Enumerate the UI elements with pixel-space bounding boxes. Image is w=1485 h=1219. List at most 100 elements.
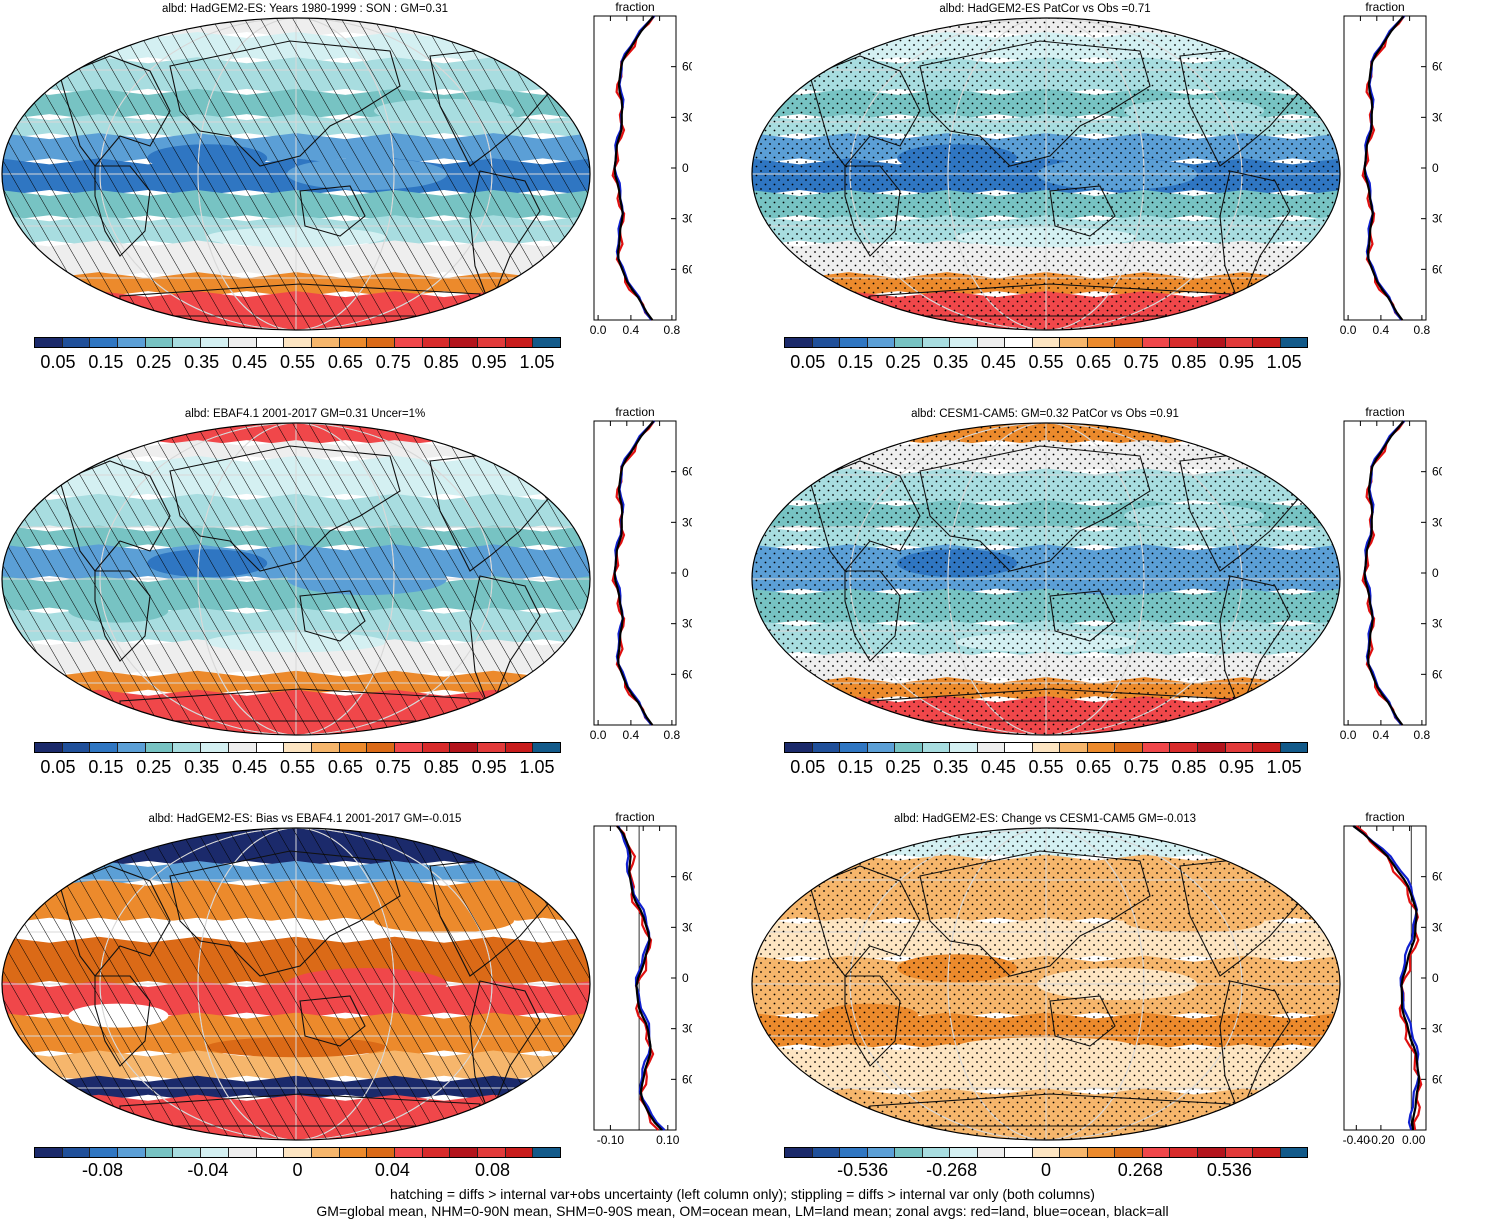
colorbar-swatch	[1115, 1148, 1143, 1157]
colorbar-swatch	[312, 1148, 340, 1157]
colorbar-swatch	[1281, 338, 1308, 347]
colorbar-tick-label: -0.08	[82, 1160, 123, 1181]
colorbar-swatch	[340, 743, 368, 752]
colorbar-swatch	[785, 1148, 813, 1157]
colorbar-tick-label: 0.05	[40, 757, 75, 778]
colorbar-tick-label: 0.05	[790, 757, 825, 778]
map-panel-2	[750, 16, 1342, 332]
zonal-lat-label: 0	[682, 161, 689, 175]
panel-title-4: albd: CESM1-CAM5: GM=0.32 PatCor vs Obs …	[750, 408, 1340, 420]
footer-line-1: hatching = diffs > internal var+obs unce…	[0, 1186, 1485, 1202]
colorbar-tick-label: 0	[1041, 1160, 1051, 1181]
zonal-plot-4: fraction60N30N030S60S0.00.40.8	[1332, 405, 1442, 755]
colorbar-swatch	[367, 1148, 395, 1157]
colorbar-tick-label: 0.25	[886, 352, 921, 373]
colorbar-swatch	[868, 1148, 896, 1157]
zonal-lat-label: 30S	[682, 1022, 692, 1036]
colorbar-swatch	[257, 743, 285, 752]
colorbar-swatch	[63, 1148, 91, 1157]
panel-title-1: albd: HadGEM2-ES: Years 1980-1999 : SON …	[20, 3, 590, 15]
zonal-plot-5: fraction60N30N030S60S-0.100.10	[582, 810, 692, 1160]
colorbar-swatch	[173, 338, 201, 347]
colorbar-swatch	[506, 338, 534, 347]
colorbar-tick-label: 0.75	[376, 757, 411, 778]
colorbar-tick-label: 0.25	[136, 352, 171, 373]
colorbar-tick-label: 0.35	[184, 352, 219, 373]
colorbar-1	[34, 337, 561, 348]
colorbar-swatch	[1005, 743, 1033, 752]
colorbar-swatch	[146, 1148, 174, 1157]
zonal-lat-label: 60N	[682, 465, 692, 479]
colorbar-swatch	[868, 338, 896, 347]
colorbar-swatch	[1226, 743, 1254, 752]
colorbar-tick-label: 1.05	[520, 352, 555, 373]
colorbar-tick-label: 0.85	[424, 352, 459, 373]
colorbar-swatch	[950, 1148, 978, 1157]
colorbar-swatch	[1088, 1148, 1116, 1157]
zonal-lat-label: 30S	[682, 617, 692, 631]
zonal-x-label: 0.00	[1402, 1133, 1426, 1147]
colorbar-swatch	[423, 338, 451, 347]
colorbar-swatch	[1143, 743, 1171, 752]
colorbar-2	[784, 337, 1308, 348]
colorbar-swatch	[146, 338, 174, 347]
colorbar-swatch	[1198, 743, 1226, 752]
colorbar-swatch	[1253, 1148, 1281, 1157]
colorbar-swatch	[1143, 338, 1171, 347]
zonal-x-label: -0.20	[1367, 1133, 1395, 1147]
zonal-lat-label: 60S	[682, 262, 692, 276]
colorbar-swatch	[506, 1148, 534, 1157]
colorbar-swatch	[63, 743, 91, 752]
colorbar-tick-label: 0.65	[1076, 757, 1111, 778]
colorbar-swatch	[450, 1148, 478, 1157]
zonal-x-label: 0.8	[664, 728, 681, 742]
colorbar-swatch	[1143, 1148, 1171, 1157]
zonal-axis-label: fraction	[615, 405, 654, 419]
zonal-plot-3: fraction60N30N030S60S0.00.40.8	[582, 405, 692, 755]
zonal-x-label: 0.0	[590, 728, 607, 742]
colorbar-swatch	[229, 1148, 257, 1157]
colorbar-tick-label: 0.25	[136, 757, 171, 778]
colorbar-swatch	[118, 743, 146, 752]
colorbar-swatch	[1226, 1148, 1254, 1157]
zonal-lat-label: 30S	[682, 212, 692, 226]
colorbar-tick-label: 0.45	[981, 352, 1016, 373]
colorbar-swatch	[1033, 338, 1061, 347]
colorbar-tick-label: 0.536	[1207, 1160, 1252, 1181]
zonal-lat-label: 60N	[682, 60, 692, 74]
zonal-x-label: -0.40	[1343, 1133, 1371, 1147]
colorbar-swatch	[1253, 338, 1281, 347]
colorbar-swatch	[395, 1148, 423, 1157]
zonal-axis-label: fraction	[615, 810, 654, 824]
colorbar-swatch	[367, 338, 395, 347]
colorbar-tick-label: 0.65	[328, 757, 363, 778]
colorbar-tick-label: 0.45	[981, 757, 1016, 778]
colorbar-swatch	[118, 338, 146, 347]
colorbar-swatch	[312, 743, 340, 752]
colorbar-swatch	[284, 338, 312, 347]
colorbar-tick-label: 0	[292, 1160, 302, 1181]
colorbar-swatch	[118, 1148, 146, 1157]
map-panel-3	[0, 421, 592, 737]
colorbar-4	[784, 742, 1308, 753]
colorbar-tick-label: 0.05	[40, 352, 75, 373]
colorbar-tick-label: 0.08	[475, 1160, 510, 1181]
colorbar-swatch	[478, 743, 506, 752]
colorbar-tick-label: -0.268	[926, 1160, 977, 1181]
colorbar-tick-label: -0.536	[837, 1160, 888, 1181]
colorbar-tick-label: 0.95	[1219, 757, 1254, 778]
zonal-x-label: 0.4	[623, 728, 640, 742]
colorbar-swatch	[1115, 743, 1143, 752]
colorbar-swatch	[63, 338, 91, 347]
zonal-lat-label: 60S	[682, 667, 692, 681]
colorbar-swatch	[312, 338, 340, 347]
colorbar-swatch	[785, 338, 813, 347]
colorbar-swatch	[950, 743, 978, 752]
map-panel-6	[750, 826, 1342, 1142]
colorbar-tick-label: 0.65	[328, 352, 363, 373]
colorbar-swatch	[1033, 1148, 1061, 1157]
zonal-lat-label: 60S	[1432, 667, 1442, 681]
